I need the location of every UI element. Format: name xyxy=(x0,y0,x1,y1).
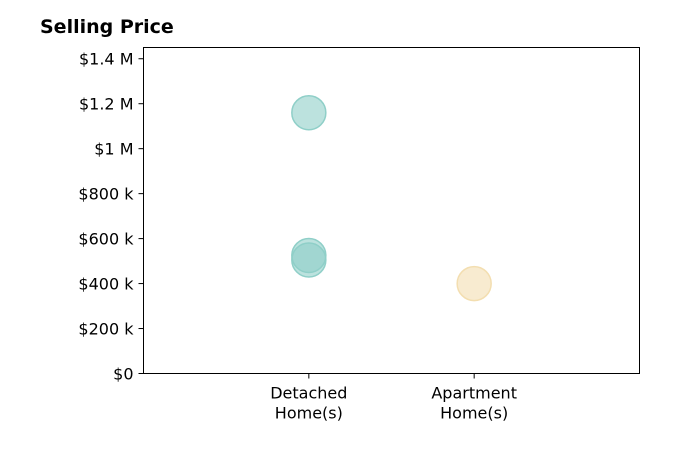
chart-title: Selling Price xyxy=(40,16,174,38)
plot-frame xyxy=(143,47,640,374)
y-tick-label: $1 M xyxy=(94,140,133,159)
y-tick-label: $1.2 M xyxy=(79,95,134,114)
data-points xyxy=(291,94,492,302)
y-tick-label: $200 k xyxy=(78,320,134,339)
data-point xyxy=(456,265,492,302)
y-tick-label: $400 k xyxy=(78,275,134,294)
y-tick-label: $0 xyxy=(113,365,133,384)
y-tick-label: $1.4 M xyxy=(79,50,134,69)
x-axis: Detached Home(s) Apartment Home(s) xyxy=(270,373,517,423)
data-point xyxy=(291,94,327,131)
y-tick-label: $800 k xyxy=(78,185,134,204)
y-tick-label: $600 k xyxy=(78,230,134,249)
x-tick-label: Apartment Home(s) xyxy=(431,384,517,423)
data-point xyxy=(291,242,327,278)
y-axis: $0 $200 k $400 k $600 k $800 k $1 M $1.2 M $1.4… xyxy=(78,50,144,384)
x-tick-label: Detached Home(s) xyxy=(270,384,347,423)
